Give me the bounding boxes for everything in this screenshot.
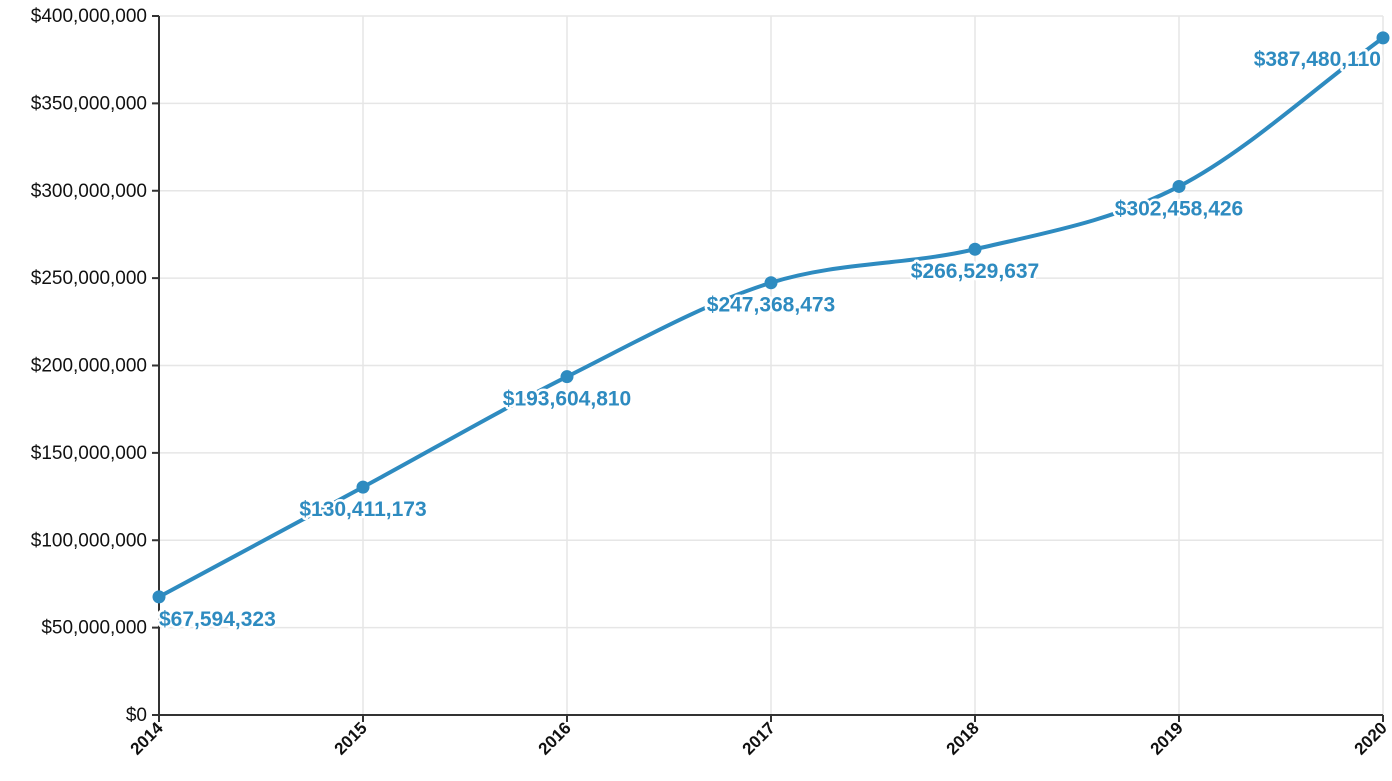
x-tick-label: 2020	[1351, 718, 1391, 758]
data-point[interactable]	[152, 590, 166, 604]
y-tick-label: $100,000,000	[31, 530, 147, 551]
data-label: $266,529,637	[911, 260, 1039, 283]
data-label: $67,594,323	[159, 608, 276, 631]
axes: $0 $50,000,000 $100,000,000 $150,000,000 $20…	[31, 6, 1391, 759]
data-point[interactable]	[968, 242, 982, 256]
data-point[interactable]	[1172, 179, 1186, 193]
data-point[interactable]	[560, 370, 574, 384]
data-label: $247,368,473	[707, 294, 835, 317]
data-point[interactable]	[356, 480, 370, 494]
data-labels: $67,594,323 $130,411,173 $193,604,810 $247,…	[157, 45, 1384, 633]
data-label: $193,604,810	[503, 388, 631, 411]
data-label: $302,458,426	[1115, 197, 1243, 220]
y-tick-label: $300,000,000	[31, 181, 147, 202]
x-tick-label: 2019	[1147, 718, 1187, 758]
data-label: $387,480,110	[1254, 48, 1381, 71]
grid	[158, 15, 1384, 716]
y-tick-label: $200,000,000	[31, 356, 147, 377]
y-tick-label: $50,000,000	[41, 618, 147, 639]
y-tick-label: $250,000,000	[31, 268, 147, 289]
x-tick-label: 2018	[943, 718, 983, 758]
y-tick-label: $350,000,000	[31, 93, 147, 114]
data-point[interactable]	[1376, 31, 1390, 45]
x-tick-label: 2016	[535, 718, 575, 758]
data-label: $130,411,173	[299, 498, 426, 521]
x-tick-label: 2015	[331, 718, 371, 758]
data-point[interactable]	[764, 276, 778, 290]
y-tick-label: $150,000,000	[31, 443, 147, 464]
x-tick-label: 2017	[739, 718, 779, 758]
series	[152, 31, 1390, 604]
y-tick-label: $400,000,000	[31, 6, 147, 27]
y-tick-label: $0	[126, 705, 147, 726]
